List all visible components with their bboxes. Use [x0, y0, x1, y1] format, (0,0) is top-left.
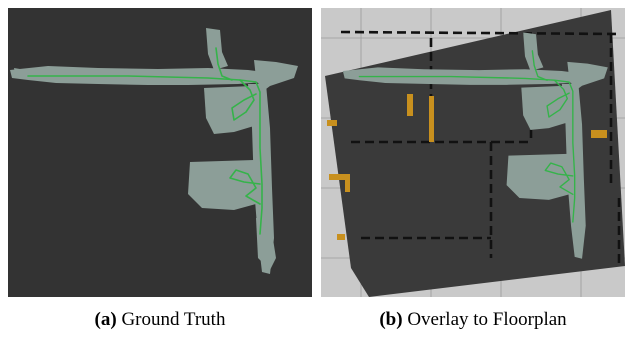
caption-text-b: Overlay to Floorplan [407, 309, 567, 330]
trajectory [27, 47, 263, 235]
floorplan-overlay-image [321, 8, 625, 297]
floorplan-furniture [327, 94, 607, 240]
caption-ground-truth: (a) Ground Truth [8, 308, 312, 332]
caption-text-a: Ground Truth [121, 309, 226, 330]
floorplan-overlay [321, 8, 625, 297]
ground-truth-map [8, 8, 312, 297]
ground-truth-map-image [8, 8, 312, 297]
trajectory-overlay [358, 50, 576, 223]
caption-tag-b: (b) [379, 309, 403, 330]
caption-tag-a: (a) [94, 309, 117, 330]
caption-floorplan-overlay: (b) Overlay to Floorplan [321, 308, 625, 332]
